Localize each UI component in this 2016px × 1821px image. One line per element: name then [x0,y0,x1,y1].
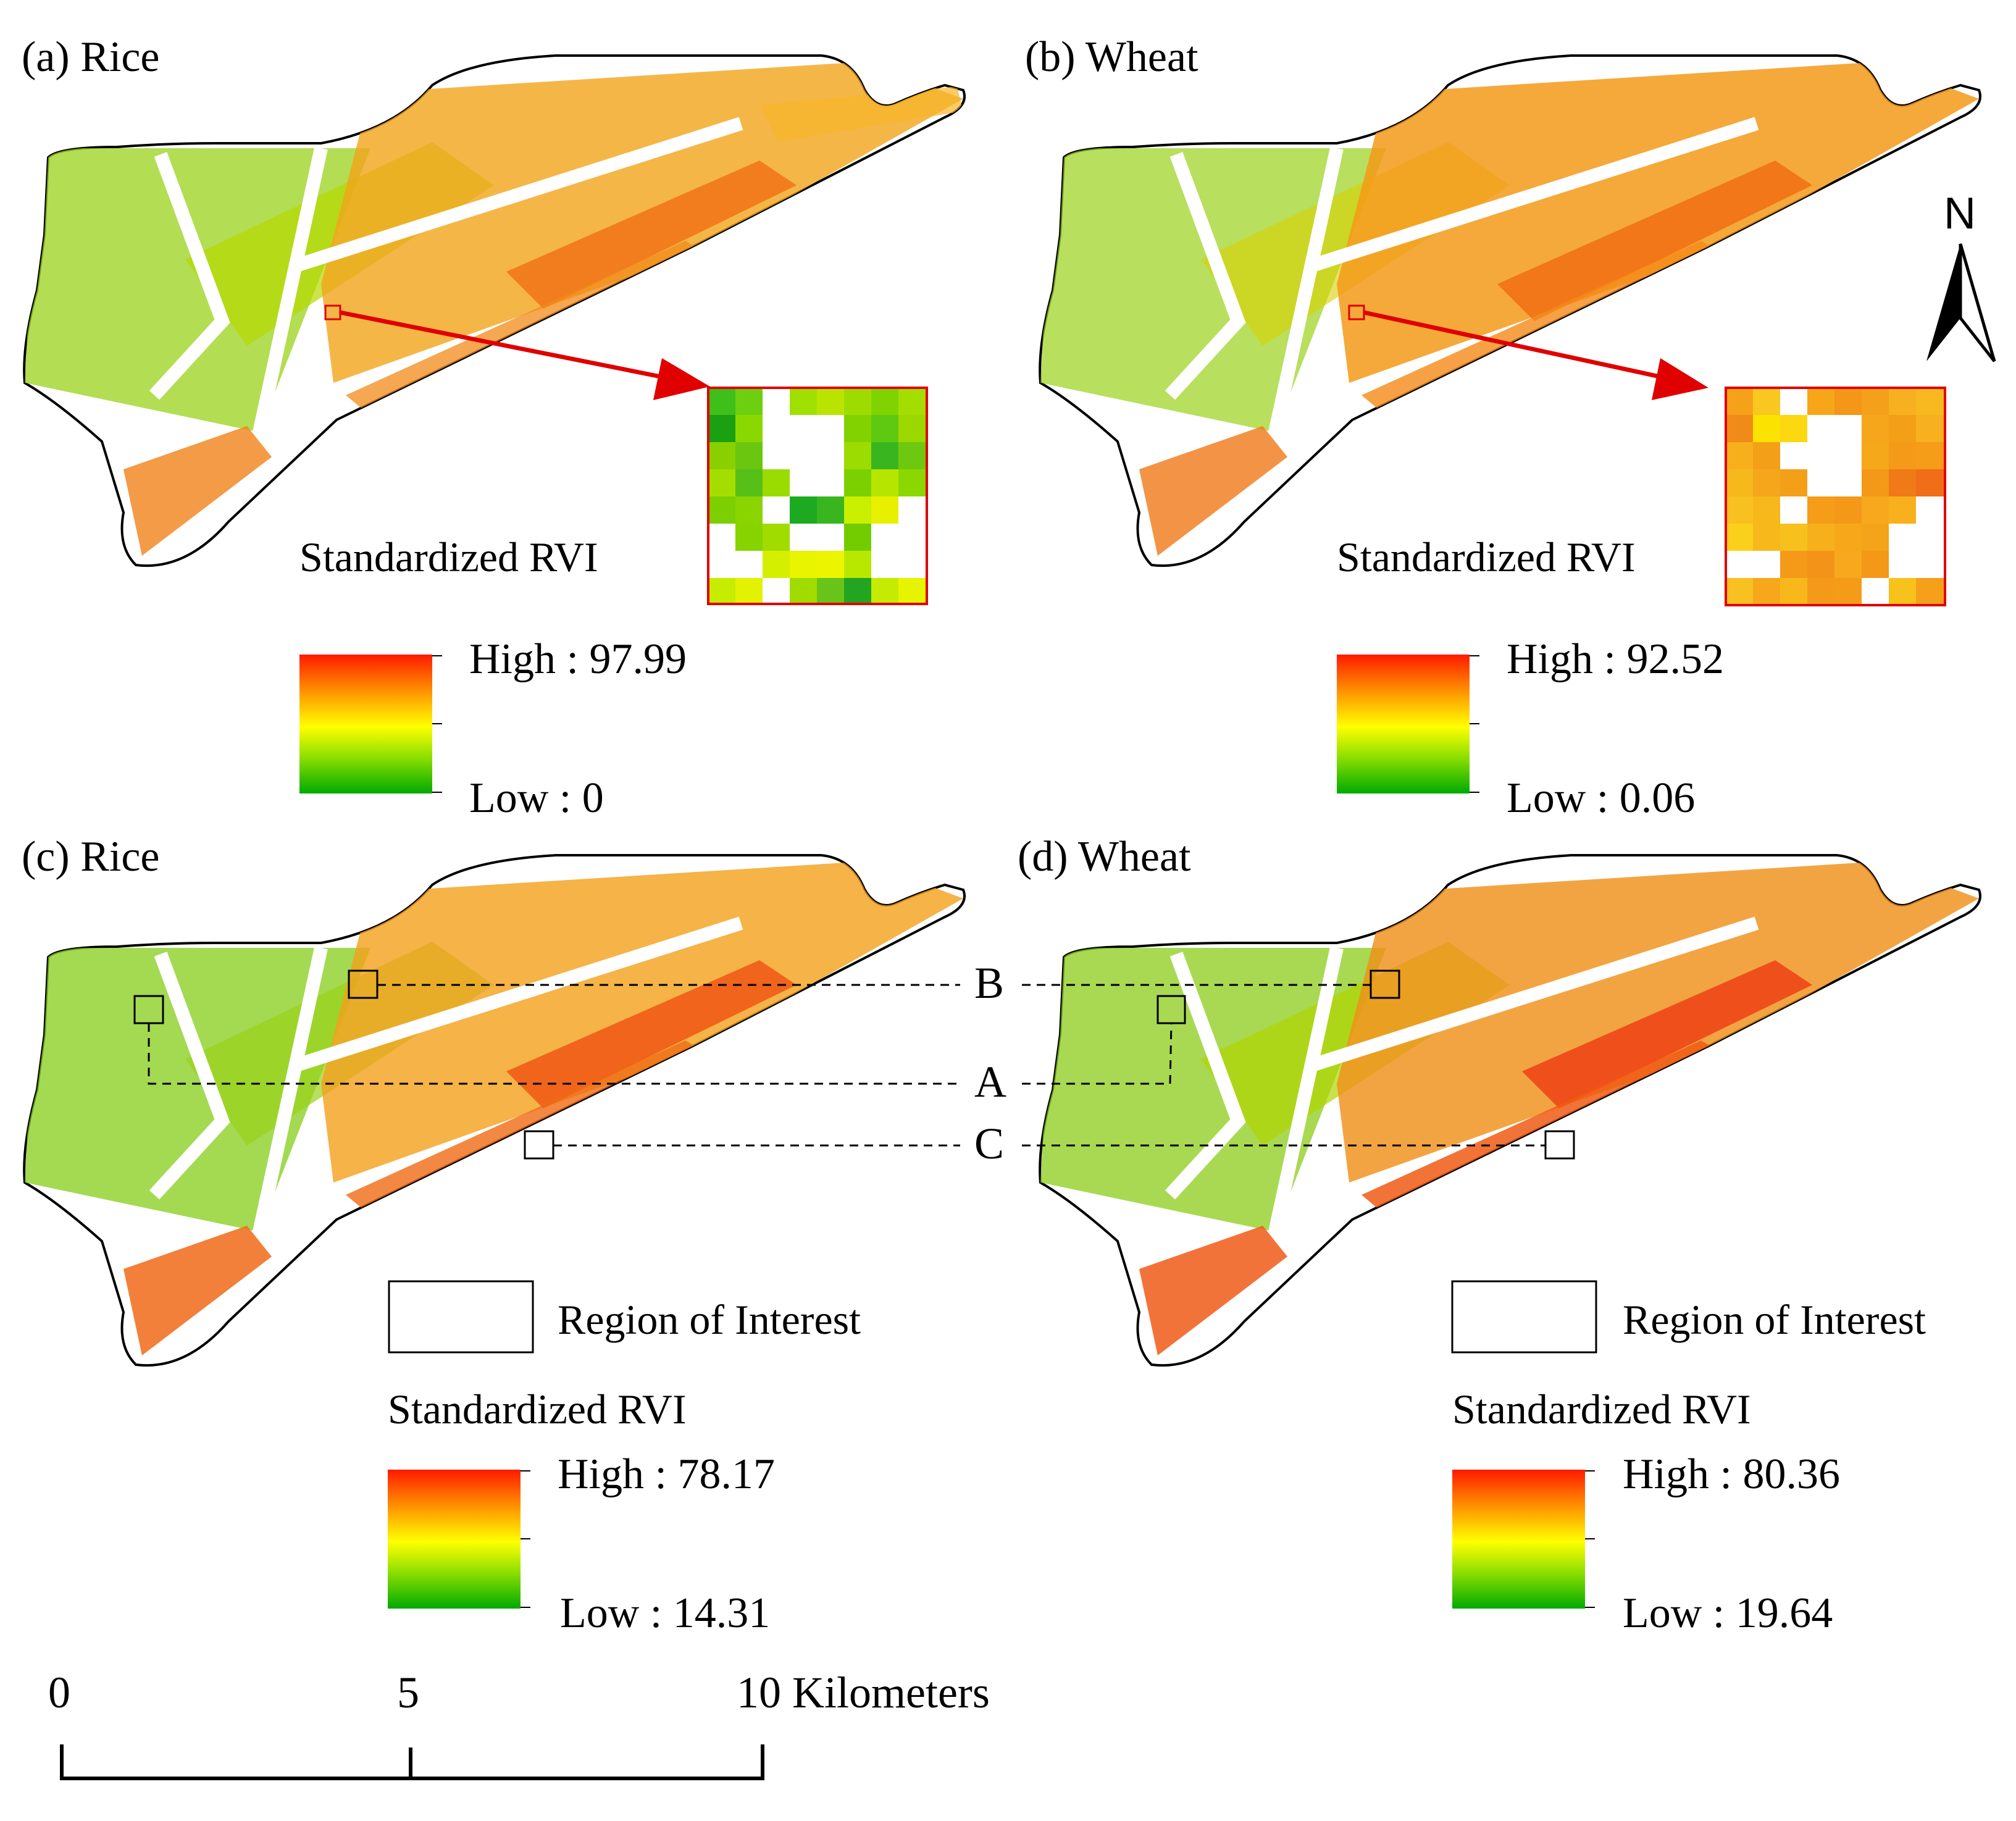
panel-d-label: (d) Wheat [1018,833,1191,881]
panel-c-label: (c) Rice [22,833,159,881]
roi-letter-a: A [974,1057,1006,1107]
roi-legend-c: Region of Interest [388,1280,861,1354]
north-arrow: N [1926,189,1996,362]
panel-d-map [1039,854,1981,1367]
panel-a-color-ramp [299,655,442,793]
scale-bar: 0 5 10 Kilometers [48,1668,990,1780]
panel-d-low-label: Low : 19.64 [1623,1589,1833,1637]
panel-c-low-label: Low : 14.31 [560,1589,770,1637]
panel-b-high-label: High : 92.52 [1507,635,1724,683]
rvi-raster [25,62,963,556]
scale-tick-5: 5 [397,1668,419,1717]
roi-legend-label: Region of Interest [558,1296,861,1343]
panel-a-label: (a) Rice [22,33,159,81]
panel-a-low-label: Low : 0 [469,774,604,822]
panel-b-label: (b) Wheat [1025,33,1198,81]
panel-b-map [1039,54,1981,606]
zoom-inset [1725,387,1946,606]
panel-c-high-label: High : 78.17 [558,1451,775,1498]
north-arrow-icon-outline [1959,243,1996,362]
panel-a-high-label: High : 97.99 [469,635,687,683]
zoom-arrow-head [653,358,710,400]
roi-letter-b: B [974,958,1004,1008]
panel-c-legend-title: Standardized RVI [388,1386,687,1433]
panel-a-map [23,54,966,605]
roi-legend-d: Region of Interest [1451,1280,1926,1354]
roi-legend-swatch [1451,1280,1597,1354]
roi-letter-c: C [974,1119,1004,1168]
zoom-arrow [1363,310,1683,384]
zoom-inset [707,387,928,605]
panel-b-low-label: Low : 0.06 [1507,774,1695,822]
panel-c-color-ramp [388,1470,530,1609]
zoom-arrow [340,310,686,384]
roi-leader-lines [148,984,1545,1147]
panel-d-color-ramp [1452,1470,1595,1609]
roi-legend-label: Region of Interest [1623,1296,1926,1343]
north-letter: N [1944,189,1976,238]
roi-legend-swatch [388,1280,534,1354]
panel-a: (a) Rice [22,33,966,822]
panel-b: (b) Wheat [1025,33,1981,822]
roi-box-c[interactable] [1544,1130,1575,1160]
panel-d: (d) Wheat Region of Interest Standardize… [1018,833,1981,1637]
rvi-raster [1040,62,1979,556]
roi-box-c[interactable] [524,1130,554,1160]
north-arrow-icon [1926,244,1960,361]
zoom-arrow-head [1652,358,1709,400]
panel-d-high-label: High : 80.36 [1623,1451,1840,1498]
scale-tick-0: 0 [48,1668,70,1717]
panel-b-legend-title: Standardized RVI [1337,534,1636,580]
panel-b-color-ramp [1337,655,1479,793]
scale-tick-10: 10 Kilometers [737,1668,990,1717]
panel-c: (c) Rice Region of Interest Standardized… [22,833,966,1637]
panel-d-legend-title: Standardized RVI [1452,1386,1751,1433]
panel-a-legend-title: Standardized RVI [299,534,598,580]
